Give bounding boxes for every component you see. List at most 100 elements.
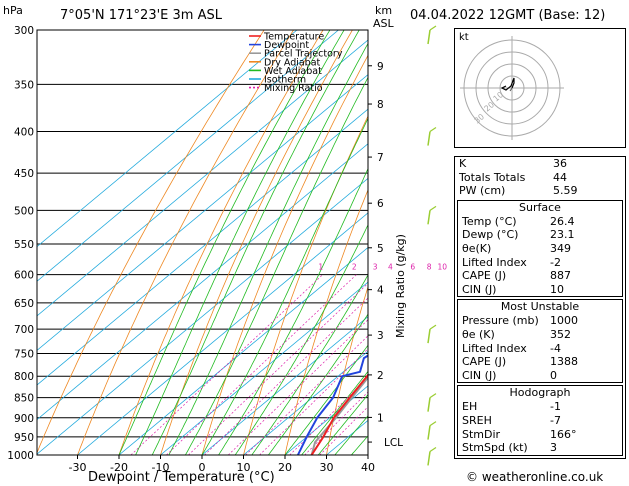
mu-row: Pressure (mb) 1000 [462,314,578,328]
hodograph-trace [500,77,515,91]
pressure-tick-label: 850 [14,393,34,405]
hodograph-title: Hodograph [509,386,571,400]
header-asl-unit: ASL [373,17,394,30]
wind-barb [427,131,431,146]
x-tick-label: -30 [69,461,87,474]
pressure-tick-label: 350 [14,79,34,91]
x-tick-label: 10 [237,461,251,474]
wind-barb [427,210,431,225]
legend-label: Dewpoint [264,40,309,51]
wet-adiabat-line [317,394,368,455]
isotherm-line [37,74,368,351]
hodograph-storm-motion [509,87,513,92]
header-location: 7°05'N 171°23'E 3m ASL [60,8,222,23]
mixing-ratio-label: 1 [318,263,323,272]
hodo-row: SREH -7 [462,413,561,427]
index-row: PW (cm) 5.59 [459,184,578,198]
hodograph: kt 10 20 30 [454,28,626,148]
wind-barb [427,425,431,440]
footer-credit: © weatheronline.co.uk [466,470,604,484]
isotherm-line [37,143,368,421]
surface-row: CAPE (J) 887 [462,269,571,283]
mixing-ratio-line [188,282,368,455]
wind-barb-flag [429,324,437,330]
surface-row: CIN (J) 10 [462,282,564,296]
most-unstable-section: Most Unstable Pressure (mb) 1000 θe (K) 35… [457,299,623,384]
x-tick-label: -20 [110,461,128,474]
wet-adiabat-line [251,274,368,455]
mixing-ratio-label: 6 [410,263,415,272]
surface-row: Lifted Index -2 [462,255,561,269]
temperature-line [310,373,368,455]
dry-adiabat-line [243,115,368,455]
indices-panel: K 36 Totals Totals 44 PW (cm) 5.59 Surface … [454,156,626,459]
legend-label: Temperature [263,32,324,43]
wind-barb-flag [429,446,437,452]
header-datetime: 04.04.2022 12GMT (Base: 12) [410,8,606,23]
mixing-ratio-label: 3 [373,263,378,272]
wet-adiabat-line [284,344,368,455]
isotherm-line [160,281,368,455]
pressure-tick-label: 800 [14,371,34,383]
wet-adiabat-line [168,42,368,455]
isotherm-line [37,39,368,317]
pressure-tick-label: 900 [14,413,34,425]
wind-barb [427,451,431,466]
wet-adiabat-line [268,313,368,455]
isotherm-line [37,177,368,455]
mixing-ratio-line [204,297,368,455]
isotherm-line [201,316,368,455]
header-pressure-unit: hPa [3,4,23,17]
wet-adiabat-line [301,370,368,455]
wind-barb [427,29,431,45]
wet-adiabat-line [151,30,360,455]
mixing-ratio-axis-label: Mixing Ratio (g/kg) [394,234,407,338]
wind-barb-flag [429,421,437,427]
x-tick-label: 20 [278,461,292,474]
km-tick-label: 4 [377,285,384,297]
x-tick-label: -10 [152,461,170,474]
pressure-tick-label: 550 [14,239,34,251]
header-km-unit: km [375,4,393,17]
pressure-tick-label: 1000 [7,450,34,462]
hodograph-section: Hodograph EH -1 SREH -7 StmDir 166° StmSpd … [457,385,623,456]
dewpoint-line [297,354,368,455]
mixing-ratio-label: 2 [352,263,357,272]
km-tick-label: 2 [377,370,384,382]
wet-adiabat-line [135,30,345,455]
wind-barb [427,397,431,412]
mixing-ratio-label: 10 [437,263,447,272]
isotherm-line [37,30,298,248]
mu-row: θe (K) 352 [462,327,571,341]
mixing-ratio-line [130,274,323,455]
isotherm-line [37,30,339,282]
hodo-row: EH -1 [462,400,561,414]
mixing-ratio-line [245,335,368,455]
pressure-tick-label: 700 [14,324,34,336]
dry-adiabat-line [326,285,368,455]
wind-barb [427,328,431,344]
pressure-tick-label: 400 [14,127,34,139]
dry-adiabat-line [201,54,368,455]
x-tick-label: 30 [320,461,334,474]
km-tick-label: 8 [377,99,384,111]
mu-row: CIN (J) 0 [462,368,557,382]
wet-adiabat-line [234,224,368,455]
km-tick-label: 5 [377,243,384,255]
km-tick-label: 6 [377,198,384,210]
hodo-row: StmDir 166° [462,427,577,441]
mu-row: Lifted Index -4 [462,341,561,355]
wind-barb-flag [429,25,437,31]
dry-adiabat-line [160,30,353,455]
pressure-tick-label: 750 [14,348,34,360]
pressure-tick-label: 950 [14,432,34,444]
surface-title: Surface [519,200,561,214]
dry-adiabat-line [77,30,294,455]
legend-label: Dry Adiabat [264,57,321,68]
hodo-row: StmSpd (kt) 3 [462,441,557,455]
km-tick-label: 3 [377,330,384,342]
legend-label: Mixing Ratio [264,83,323,94]
x-tick-label: 40 [361,461,375,474]
surface-section: Surface Temp (°C) 26.4 Dewp (°C) 23.1 θe(K… [457,199,623,298]
